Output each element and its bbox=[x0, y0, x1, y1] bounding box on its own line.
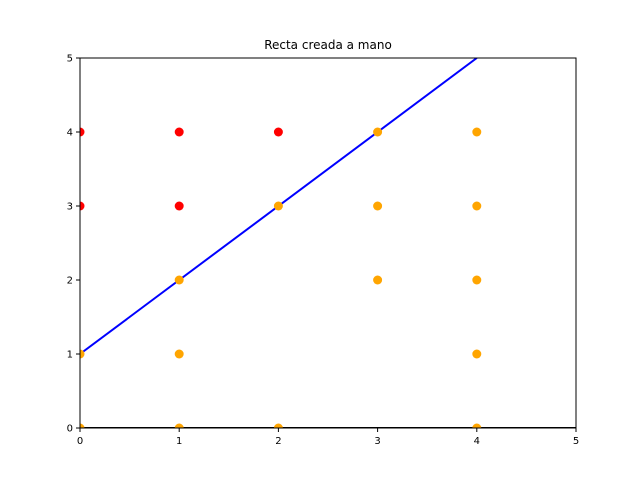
data-point-1-7 bbox=[373, 275, 383, 285]
data-point-1-4 bbox=[174, 275, 184, 285]
y-tick-label-1: 1 bbox=[67, 350, 73, 361]
data-point-1-1 bbox=[80, 349, 85, 359]
data-point-1-5 bbox=[273, 423, 283, 428]
plot-frame bbox=[79, 57, 577, 429]
data-point-1-3 bbox=[174, 349, 184, 359]
data-point-1-9 bbox=[373, 127, 383, 137]
x-tick-label-1: 1 bbox=[176, 436, 182, 447]
data-point-1-11 bbox=[472, 349, 482, 359]
data-marks bbox=[80, 58, 576, 428]
y-tick-label-5: 5 bbox=[67, 54, 73, 65]
data-point-1-6 bbox=[273, 201, 283, 211]
data-point-1-14 bbox=[472, 127, 482, 137]
chart-title: Recta creada a mano bbox=[264, 38, 392, 52]
x-tick-label-4: 4 bbox=[474, 436, 480, 447]
y-tick-label-4: 4 bbox=[67, 128, 73, 139]
data-point-1-13 bbox=[472, 201, 482, 211]
data-point-0-2 bbox=[174, 127, 184, 137]
y-axis: 0 1 2 3 4 5 bbox=[67, 54, 80, 435]
data-point-1-2 bbox=[174, 423, 184, 428]
data-point-1-10 bbox=[472, 423, 482, 428]
x-tick-label-3: 3 bbox=[374, 436, 380, 447]
x-axis: 0 1 2 3 4 5 bbox=[77, 428, 579, 447]
data-point-1-8 bbox=[373, 201, 383, 211]
plot-area bbox=[80, 58, 576, 428]
x-tick-label-0: 0 bbox=[77, 436, 83, 447]
data-point-0-1 bbox=[80, 201, 85, 211]
y-tick-label-2: 2 bbox=[67, 276, 73, 287]
data-point-1-12 bbox=[472, 275, 482, 285]
x-tick-label-2: 2 bbox=[275, 436, 281, 447]
data-point-0-0 bbox=[80, 127, 85, 137]
y-tick-label-3: 3 bbox=[67, 202, 73, 213]
data-point-0-4 bbox=[273, 127, 283, 137]
data-point-1-0 bbox=[80, 423, 85, 428]
x-tick-label-5: 5 bbox=[573, 436, 579, 447]
data-point-0-3 bbox=[174, 201, 184, 211]
y-tick-label-0: 0 bbox=[67, 424, 73, 435]
